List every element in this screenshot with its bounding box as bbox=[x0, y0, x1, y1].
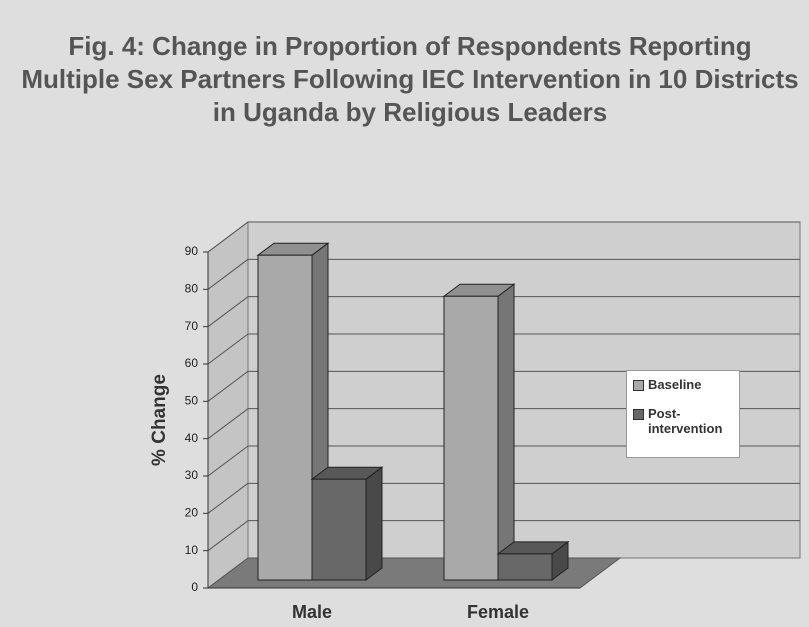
grid-line bbox=[207, 296, 249, 328]
bar bbox=[310, 466, 384, 581]
y-tick-label: 30 bbox=[185, 468, 199, 482]
bar bbox=[496, 540, 570, 581]
y-axis-label: % Change bbox=[149, 374, 170, 466]
x-tick-label: Male bbox=[292, 602, 332, 622]
y-tick-label: 50 bbox=[185, 394, 199, 408]
grid-line bbox=[207, 258, 249, 290]
grid-line bbox=[207, 482, 249, 514]
grid-line bbox=[207, 221, 249, 253]
legend-item: Post-intervention bbox=[633, 406, 733, 436]
bar-side bbox=[365, 466, 383, 581]
legend-item: Baseline bbox=[633, 377, 733, 392]
legend: Baseline Post-intervention bbox=[626, 370, 740, 458]
y-tick-label: 90 bbox=[185, 244, 199, 258]
grid-line bbox=[207, 408, 249, 440]
bar-side bbox=[497, 283, 515, 581]
grid-line bbox=[207, 445, 249, 477]
y-tick-label: 70 bbox=[185, 319, 199, 333]
y-tick-label: 10 bbox=[185, 543, 199, 557]
y-tick-label: 0 bbox=[191, 580, 198, 594]
bar-front bbox=[497, 553, 553, 581]
bar-front bbox=[257, 254, 313, 581]
y-tick-label: 40 bbox=[185, 431, 199, 445]
grid-line bbox=[207, 520, 249, 552]
legend-label: Post-intervention bbox=[648, 406, 723, 436]
bar-front bbox=[443, 295, 499, 581]
legend-swatch bbox=[633, 380, 644, 391]
y-tick-label: 80 bbox=[185, 282, 199, 296]
grid-line bbox=[207, 333, 249, 365]
grid-line bbox=[207, 370, 249, 402]
x-tick-label: Female bbox=[467, 602, 529, 622]
legend-label: Baseline bbox=[648, 377, 702, 392]
bar-front bbox=[311, 478, 367, 581]
y-tick-label: 20 bbox=[185, 506, 199, 520]
chart-title: Fig. 4: Change in Proportion of Responde… bbox=[21, 31, 799, 127]
bar bbox=[442, 283, 516, 581]
legend-swatch bbox=[633, 409, 644, 420]
y-tick-label: 60 bbox=[185, 356, 199, 370]
side-wall bbox=[207, 221, 249, 589]
